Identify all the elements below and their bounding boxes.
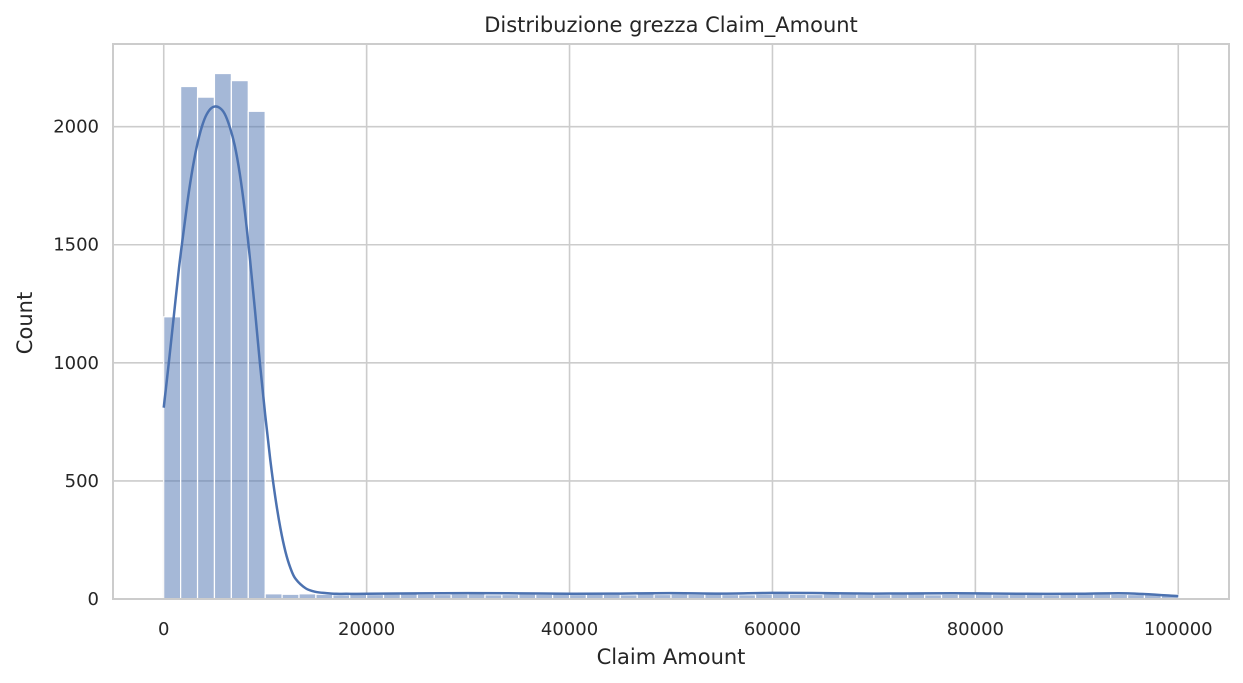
y-tick-label-4: 2000 <box>53 117 99 138</box>
y-tick-labels: 0 500 1000 1500 2000 <box>53 117 99 610</box>
x-tick-label-4: 80000 <box>947 619 1004 640</box>
x-tick-label-5: 100000 <box>1144 619 1213 640</box>
histogram-bar-5 <box>247 110 266 600</box>
x-tick-label-2: 40000 <box>541 619 598 640</box>
histogram-bar-1 <box>180 85 199 600</box>
y-tick-label-2: 1000 <box>53 353 99 374</box>
histogram-bar-3 <box>213 72 232 600</box>
y-tick-label-0: 0 <box>88 589 99 610</box>
histogram-bars <box>163 72 1179 600</box>
plot-frame <box>112 43 1230 600</box>
histogram-bar-2 <box>196 96 216 600</box>
y-tick-label-1: 500 <box>65 471 99 492</box>
y-tick-label-3: 1500 <box>53 235 99 256</box>
x-tick-labels: 0 20000 40000 60000 80000 100000 <box>158 619 1213 640</box>
y-axis-label: Count <box>13 292 37 354</box>
histogram-bar-4 <box>230 80 249 600</box>
x-tick-label-1: 20000 <box>338 619 395 640</box>
grid-lines <box>113 44 1229 600</box>
x-tick-label-0: 0 <box>158 619 169 640</box>
histogram-bar-0 <box>163 316 182 600</box>
x-tick-label-3: 60000 <box>744 619 801 640</box>
kde-curve <box>162 105 1179 598</box>
chart-title: Distribuzione grezza Claim_Amount <box>484 13 858 38</box>
x-axis-label: Claim Amount <box>597 645 746 669</box>
